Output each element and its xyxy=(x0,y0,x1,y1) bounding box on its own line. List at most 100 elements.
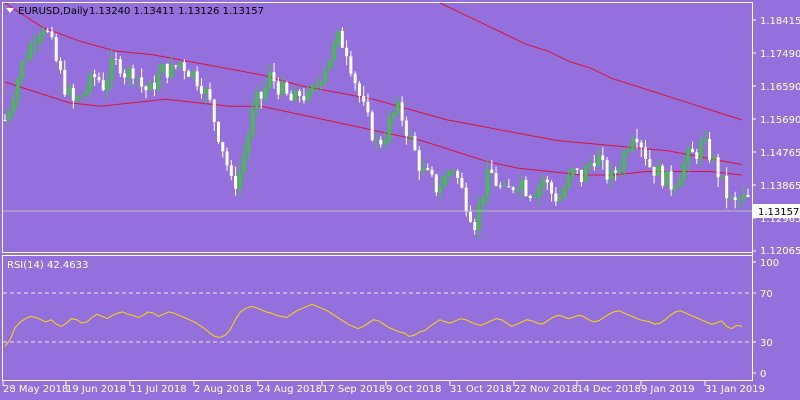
candle-body xyxy=(464,187,468,212)
candle-body xyxy=(268,72,272,88)
candle-body xyxy=(336,31,340,44)
candle-body xyxy=(699,141,703,159)
price-pane-frame xyxy=(2,2,753,253)
candle-body xyxy=(665,171,669,186)
candle-body xyxy=(170,65,174,78)
price-axis[interactable]: 1.18415 1.17490 1.16590 1.15690 1.14765 … xyxy=(752,16,800,257)
candle-body xyxy=(71,87,75,101)
candle-body xyxy=(703,138,707,142)
candle-body xyxy=(263,87,267,99)
candle-body xyxy=(140,77,144,87)
candle-body xyxy=(127,68,131,78)
candle-body xyxy=(110,58,114,81)
candlesticks[interactable] xyxy=(3,26,750,240)
candle-body xyxy=(97,77,101,81)
candle-body xyxy=(272,72,276,82)
candle-body xyxy=(421,168,425,171)
candle-body xyxy=(187,71,191,77)
rsi-line xyxy=(4,303,743,347)
candle-body xyxy=(63,69,67,95)
time-tick-label: 9 Oct 2018 xyxy=(386,384,441,395)
candle-body xyxy=(712,157,716,160)
candle-body xyxy=(746,194,750,197)
candle-body xyxy=(413,136,417,151)
candle-body xyxy=(477,203,481,231)
candle-body xyxy=(310,85,314,92)
candle-body xyxy=(387,117,391,141)
rsi-title: RSI(14) 42.4633 xyxy=(7,260,88,271)
candle-body xyxy=(41,30,45,36)
candle-body xyxy=(76,95,80,101)
time-tick-label: 31 Oct 2018 xyxy=(450,384,512,395)
candle-body xyxy=(191,71,195,77)
candle-body xyxy=(93,74,97,78)
candle-body xyxy=(204,89,208,94)
candle-body xyxy=(571,168,575,176)
candle-body xyxy=(105,80,109,91)
candle-body xyxy=(690,148,694,153)
candle-body xyxy=(609,170,613,180)
candle-body xyxy=(276,81,280,95)
rsi-tick-label: 70 xyxy=(760,289,773,300)
candle-body xyxy=(545,179,549,183)
candle-body xyxy=(443,176,447,187)
candle-body xyxy=(246,135,250,154)
candle-body xyxy=(88,74,92,91)
rsi-axis[interactable]: 100 70 30 0 xyxy=(752,258,779,380)
candle-body xyxy=(682,162,686,180)
time-axis[interactable]: 28 May 2018 19 Jun 2018 11 Jul 2018 2 Au… xyxy=(2,381,765,395)
candle-body xyxy=(532,196,536,198)
ohlc-readout: 1.13240 1.13411 1.13126 1.13157 xyxy=(89,6,264,17)
candle-body xyxy=(460,177,464,188)
candle-body xyxy=(439,186,443,193)
candle-body xyxy=(558,196,562,202)
candle-body xyxy=(520,179,524,190)
candle-body xyxy=(584,165,588,183)
candle-body xyxy=(357,83,361,96)
candle-body xyxy=(494,173,498,186)
candle-body xyxy=(16,78,20,101)
candle-body xyxy=(323,69,327,82)
candle-body xyxy=(686,148,690,163)
candle-body xyxy=(673,186,677,190)
candle-body xyxy=(737,198,741,200)
candle-body xyxy=(550,182,554,194)
candle-body xyxy=(285,82,289,94)
current-price-badge xyxy=(753,204,800,218)
time-tick-label: 22 Nov 2018 xyxy=(514,384,578,395)
price-tick-label: 1.12965 xyxy=(760,214,800,225)
candle-body xyxy=(498,185,502,187)
candle-body xyxy=(451,171,455,173)
candle-body xyxy=(597,155,601,167)
time-tick-label: 14 Dec 2018 xyxy=(577,384,641,395)
candle-body xyxy=(80,95,84,97)
candle-body xyxy=(716,157,720,178)
candle-body xyxy=(33,43,37,45)
candle-body xyxy=(409,136,413,138)
price-tick-label: 1.13865 xyxy=(760,181,800,192)
time-tick-label: 28 May 2018 xyxy=(3,384,68,395)
candle-body xyxy=(579,169,583,183)
candle-body xyxy=(708,138,712,160)
candle-body xyxy=(165,63,169,78)
candle-body xyxy=(289,93,293,101)
candle-body xyxy=(626,150,630,152)
candle-body xyxy=(135,77,139,79)
candle-body xyxy=(669,171,673,190)
rsi-tick-label: 100 xyxy=(760,258,779,269)
candle-body xyxy=(430,169,434,175)
candle-body xyxy=(59,60,63,70)
candle-body xyxy=(12,100,16,112)
candle-body xyxy=(123,73,127,78)
candle-body xyxy=(319,81,323,86)
candle-body xyxy=(328,60,332,70)
triangle-down-icon[interactable] xyxy=(6,8,14,13)
rsi-path xyxy=(4,303,743,347)
current-price-label: 1.13157 xyxy=(758,207,799,218)
candle-body xyxy=(383,140,387,145)
candle-body xyxy=(468,211,472,223)
candle-body xyxy=(46,30,50,32)
candle-body xyxy=(281,82,285,95)
